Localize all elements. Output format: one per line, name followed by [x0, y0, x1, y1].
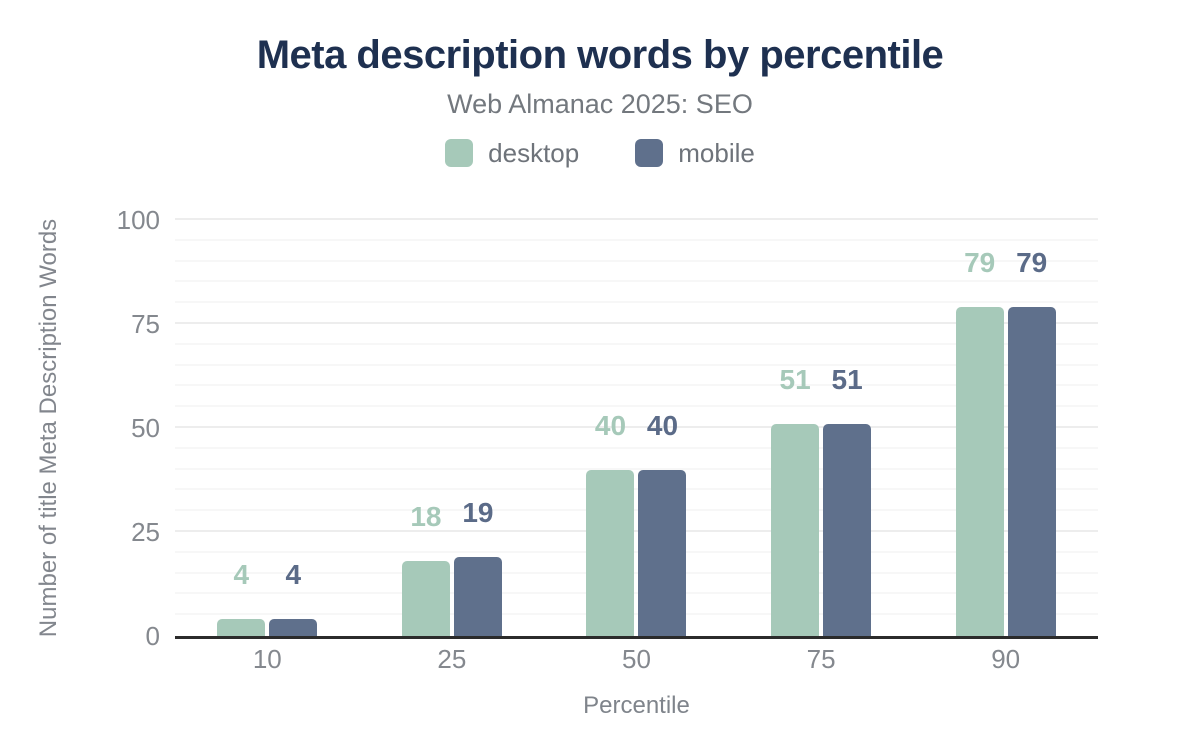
legend-label-desktop: desktop	[488, 138, 580, 168]
bar-desktop-75	[771, 423, 820, 636]
legend-swatch-desktop	[445, 139, 474, 167]
gridline-minor-30	[175, 509, 1098, 512]
chart-subtitle: Web Almanac 2025: SEO	[447, 89, 753, 119]
x-tick-50: 50	[622, 644, 651, 674]
bar-col-desktop-10: 4	[217, 559, 266, 636]
bar-mobile-90	[1007, 307, 1056, 636]
bar-col-desktop-50: 40	[586, 409, 635, 636]
value-label-mobile-75: 51	[831, 363, 863, 395]
bar-group-50: 40 40	[544, 220, 729, 636]
gridline-minor-5	[175, 613, 1098, 616]
gridline-minor-55	[175, 405, 1098, 408]
value-label-mobile-25: 19	[462, 496, 494, 528]
value-label-desktop-50: 40	[594, 409, 627, 441]
x-tick-90: 90	[991, 644, 1021, 674]
y-tick-100: 100	[116, 205, 160, 235]
legend: desktop mobile	[0, 139, 1200, 167]
value-label-desktop-90: 79	[964, 247, 996, 279]
y-tick-50: 50	[131, 413, 160, 443]
gridline-minor-85	[175, 280, 1098, 283]
value-label-desktop-75: 51	[779, 363, 811, 395]
gridline-minor-10	[175, 592, 1098, 595]
bar-col-mobile-50: 40	[638, 409, 687, 636]
bar-col-desktop-90: 79	[955, 247, 1004, 636]
bar-mobile-10	[269, 619, 318, 636]
bar-mobile-25	[453, 556, 502, 636]
bar-desktop-25	[401, 561, 450, 636]
value-label-mobile-50: 40	[646, 409, 679, 441]
chart-title: Meta description words by percentile	[256, 33, 944, 77]
gridline-minor-40	[175, 467, 1098, 470]
gridline-minor-20	[175, 550, 1098, 553]
x-tick-25: 25	[437, 644, 467, 674]
x-tick-10: 10	[252, 644, 282, 674]
legend-item-desktop: desktop	[445, 139, 579, 167]
gridline-minor-90	[175, 259, 1098, 262]
bar-mobile-50	[638, 469, 687, 636]
y-tick-75: 75	[131, 309, 160, 339]
y-axis-tick-labels: 0 25 50 75 100	[0, 207, 160, 649]
bar-col-mobile-10: 4	[269, 559, 318, 636]
value-label-mobile-10: 4	[285, 559, 302, 591]
legend-swatch-mobile	[635, 139, 664, 167]
bar-group-90: 79 79	[913, 220, 1098, 636]
gridline-minor-60	[175, 384, 1098, 387]
gridline-major-75	[175, 322, 1098, 324]
gridline-minor-15	[175, 571, 1098, 574]
bar-col-mobile-25: 19	[453, 496, 502, 636]
bar-group-75: 51 51	[729, 220, 914, 636]
bar-groups: 4 4 18 19 40 40 51 51 79 79	[175, 220, 1098, 636]
gridline-minor-95	[175, 238, 1098, 241]
bar-col-desktop-75: 51	[771, 363, 820, 636]
gridline-major-50	[175, 426, 1098, 428]
value-label-desktop-25: 18	[410, 501, 442, 533]
bar-desktop-10	[217, 619, 266, 636]
bar-col-mobile-75: 51	[823, 363, 872, 636]
gridline-minor-65	[175, 363, 1098, 366]
y-tick-25: 25	[131, 517, 160, 547]
bar-col-mobile-90: 79	[1007, 247, 1056, 636]
value-label-mobile-90: 79	[1016, 247, 1048, 279]
gridline-minor-70	[175, 342, 1098, 345]
y-tick-0: 0	[145, 621, 160, 651]
gridline-minor-35	[175, 488, 1098, 491]
gridline-minor-80	[175, 301, 1098, 304]
bar-desktop-90	[955, 307, 1004, 636]
gridline-major-100	[175, 218, 1098, 220]
gridline-minor-45	[175, 446, 1098, 449]
bar-mobile-75	[823, 423, 872, 636]
value-label-desktop-10: 4	[233, 559, 250, 591]
legend-item-mobile: mobile	[635, 139, 755, 167]
gridline-major-25	[175, 530, 1098, 532]
x-axis-tick-labels: 10 25 50 75 90	[175, 645, 1098, 674]
bar-col-desktop-25: 18	[401, 501, 450, 636]
plot-area: 4 4 18 19 40 40 51 51 79 79	[175, 218, 1098, 639]
bar-group-25: 18 19	[360, 220, 545, 636]
x-tick-75: 75	[806, 644, 836, 674]
x-axis-title: Percentile	[583, 692, 690, 719]
bar-desktop-50	[586, 469, 635, 636]
legend-label-mobile: mobile	[678, 138, 755, 168]
